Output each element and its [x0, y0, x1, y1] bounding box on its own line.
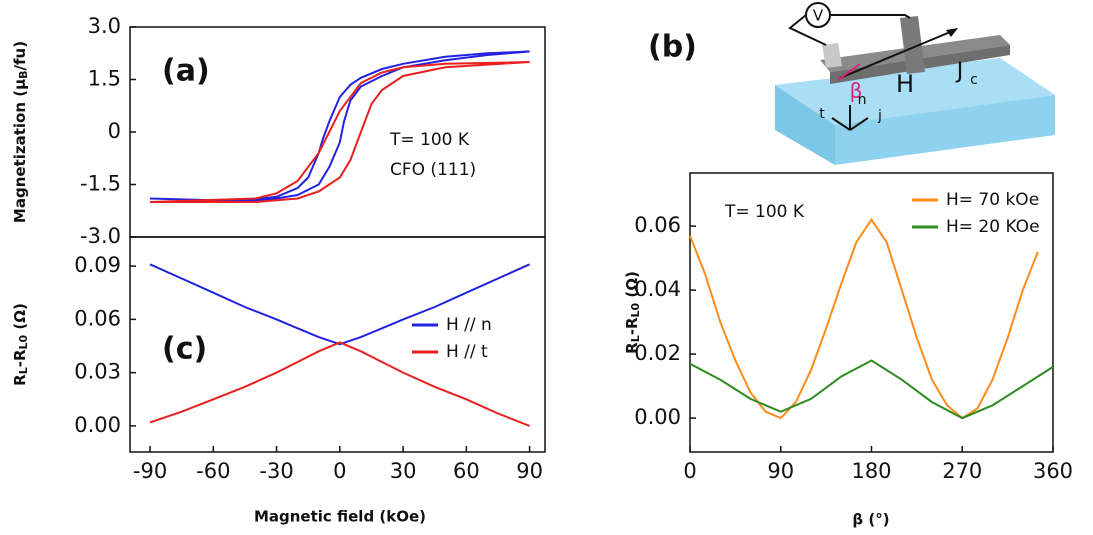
y-label-part: -R [623, 317, 641, 335]
x-tick-label: 60 [453, 459, 480, 483]
x-tick-label: -90 [133, 459, 167, 483]
substrate-top [775, 58, 1055, 125]
panel-label: (b) [648, 30, 697, 65]
y-tick-label: 0.04 [634, 277, 681, 301]
panel-label: (a) [162, 54, 210, 89]
field-arrow [839, 29, 956, 79]
y-label-part: R [11, 374, 29, 386]
y-label-part: (Ω) [623, 271, 641, 303]
panel-label: (c) [162, 332, 207, 367]
axis-j [849, 117, 869, 131]
device-diagram: V H J c β n t j [775, 2, 1055, 165]
x-axis-label: β (°) [852, 511, 889, 529]
label: J [955, 59, 964, 84]
y-tick-label: 3.0 [88, 14, 121, 38]
x-tick-label: 30 [390, 459, 417, 483]
label: t [819, 106, 825, 122]
contact [822, 43, 842, 68]
y-tick-label: -3.0 [80, 224, 121, 248]
annotation: CFO (111) [390, 160, 476, 180]
x-tick-label: 90 [767, 459, 794, 483]
wire [788, 14, 827, 46]
label: V [813, 7, 824, 25]
plot-frame [129, 236, 546, 453]
data-line [689, 359, 1054, 420]
y-axis-label: Magnetization (μB/fu) [11, 41, 31, 223]
x-axis-label: Magnetic field (kOe) [254, 508, 426, 526]
y-tick-label: 0.00 [634, 405, 681, 429]
x-tick-label: 270 [942, 459, 982, 483]
substrate-front [835, 95, 1055, 165]
legend-label: H= 20 KOe [946, 217, 1040, 237]
legend-label: H // t [446, 342, 488, 362]
y-tick-label: -1.5 [80, 172, 121, 196]
legend-label: H // n [446, 315, 492, 335]
y-tick-label: 0.00 [74, 413, 121, 437]
voltmeter [805, 2, 831, 28]
contact [900, 16, 925, 74]
y-label-part: R [623, 342, 641, 354]
y-label-part: L0 [17, 334, 30, 349]
wire [830, 14, 911, 19]
label: c [970, 72, 978, 88]
y-tick-label: 0.06 [634, 213, 681, 237]
annotation: T= 100 K [724, 202, 805, 222]
label: n [858, 92, 867, 108]
y-axis-label: RL-RL0 (Ω) [11, 303, 31, 386]
y-label-part: -R [11, 349, 29, 367]
y-tick-label: 1.5 [88, 67, 121, 91]
data-line [149, 341, 530, 427]
y-label-part: (Ω) [11, 303, 29, 335]
annotation: T= 100 K [389, 130, 470, 150]
y-label-part: Magnetization (μ [11, 79, 29, 223]
arrow-head [946, 28, 958, 37]
x-tick-label: -60 [196, 459, 230, 483]
x-tick-label: 180 [851, 459, 891, 483]
axis-t [831, 117, 851, 131]
substrate-side [775, 85, 835, 165]
data-line [689, 217, 1039, 420]
y-tick-label: 0.03 [74, 360, 121, 384]
y-label-part: L [629, 335, 642, 342]
x-tick-label: 90 [516, 459, 543, 483]
data-line [149, 61, 530, 203]
y-tick-label: 0.06 [74, 306, 121, 330]
x-tick-label: -30 [259, 459, 293, 483]
x-tick-label: 360 [1033, 459, 1073, 483]
data-line [149, 263, 531, 346]
y-axis-label: RL-RL0 (Ω) [623, 271, 643, 354]
y-label-part: B [17, 70, 30, 78]
label: β [850, 79, 863, 103]
label: j [877, 108, 882, 124]
angle-arrow [837, 63, 861, 81]
data-line [149, 50, 530, 202]
x-tick-label: 0 [683, 459, 696, 483]
y-label-part: L0 [629, 302, 642, 317]
y-label-part: /fu) [11, 41, 29, 71]
y-tick-label: 0.02 [634, 341, 681, 365]
y-label-part: L [17, 367, 30, 374]
y-tick-label: 0.09 [74, 253, 121, 277]
y-tick-label: 0 [108, 119, 121, 143]
label: H [896, 70, 914, 98]
x-tick-label: 0 [333, 459, 346, 483]
legend-label: H= 70 kOe [946, 190, 1039, 210]
